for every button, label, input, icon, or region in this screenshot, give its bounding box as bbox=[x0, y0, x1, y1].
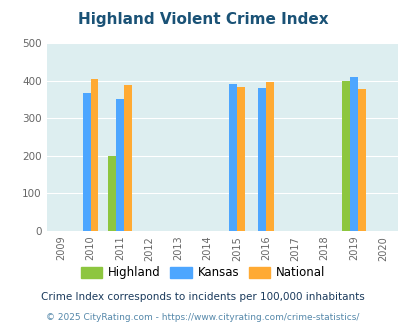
Bar bbox=[115, 99, 124, 231]
Text: Highland Violent Crime Index: Highland Violent Crime Index bbox=[77, 12, 328, 26]
Text: © 2025 CityRating.com - https://www.cityrating.com/crime-statistics/: © 2025 CityRating.com - https://www.city… bbox=[46, 313, 359, 322]
Bar bbox=[90, 79, 98, 231]
Bar bbox=[124, 85, 131, 231]
Bar bbox=[266, 82, 273, 231]
Bar bbox=[228, 84, 237, 231]
Legend: Highland, Kansas, National: Highland, Kansas, National bbox=[76, 262, 329, 284]
Bar bbox=[258, 88, 266, 231]
Bar bbox=[237, 87, 244, 231]
Text: Crime Index corresponds to incidents per 100,000 inhabitants: Crime Index corresponds to incidents per… bbox=[41, 292, 364, 302]
Bar bbox=[357, 89, 365, 231]
Bar bbox=[108, 156, 115, 231]
Bar bbox=[83, 93, 90, 231]
Bar bbox=[349, 77, 357, 231]
Bar bbox=[341, 81, 349, 231]
